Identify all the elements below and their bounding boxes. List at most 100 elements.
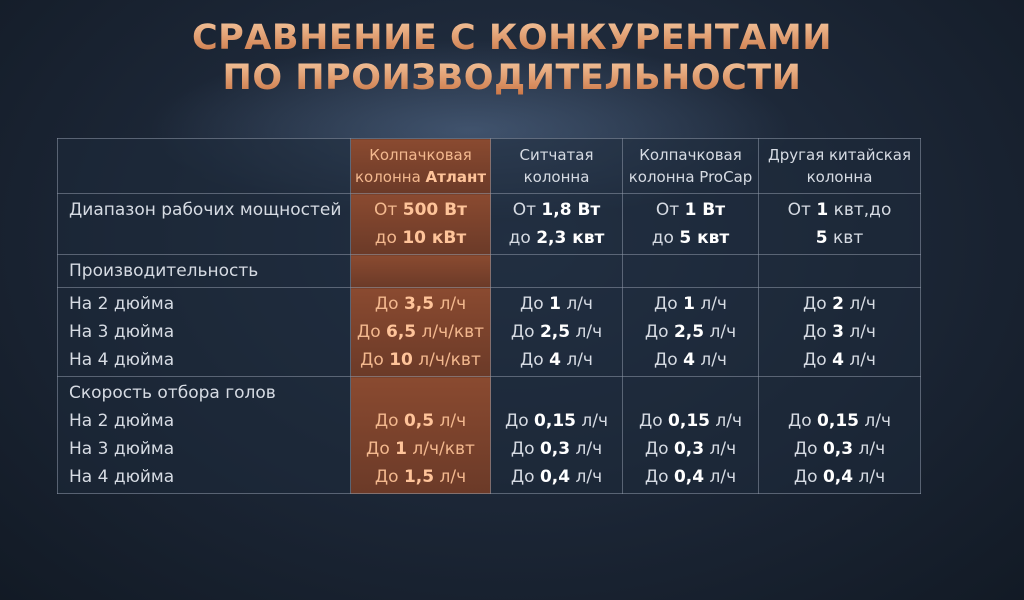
bold-text: 0,3 — [673, 439, 705, 459]
text: Ситчатая — [519, 146, 594, 164]
text: л/ч — [843, 294, 876, 314]
text: квт — [827, 228, 864, 248]
text: л/ч — [704, 467, 737, 487]
text: До — [803, 294, 833, 314]
cell-line: До 4 л/ч — [759, 346, 920, 374]
cell-line: До 3 л/ч — [759, 318, 920, 346]
cell-line: До 2,5 л/ч — [491, 318, 622, 346]
text: До — [793, 439, 823, 459]
bold-text: 0,15 — [534, 411, 576, 431]
text: До — [654, 294, 684, 314]
text: До — [366, 439, 396, 459]
cell-line: От 1,8 Вт — [491, 196, 622, 224]
cell-line: Другая китайская — [759, 144, 920, 166]
text: л/ч — [694, 294, 727, 314]
value-cell: До 0,5 л/ч До 1 л/ч/квт До 1,5 л/ч — [350, 376, 491, 494]
text: До — [356, 322, 386, 342]
table-row: Производительность — [57, 254, 921, 288]
header-row: Колпачковая колонна Атлант Ситчатая колонна… — [57, 138, 921, 194]
text: На 2 дюйма — [69, 294, 175, 314]
bold-text: 2,5 — [673, 322, 705, 342]
bold-text: 1 — [549, 294, 561, 314]
comparison-table: Колпачковая колонна Атлант Ситчатая колонна… — [57, 138, 921, 494]
bold-text: 1,5 — [403, 467, 435, 487]
text: л/ч — [843, 322, 876, 342]
cell-line: До 0,15 л/ч — [759, 407, 920, 435]
text: До — [803, 322, 833, 342]
bold-text: 5 квт — [679, 228, 730, 248]
bold-text: Атлант — [425, 168, 487, 186]
value-cell: До 2 л/ч До 3 л/ч До 4 л/ч — [758, 287, 921, 377]
cell-line: До 2,5 л/ч — [623, 318, 758, 346]
cell-line: колонна Атлант — [351, 166, 490, 188]
text: До — [374, 411, 404, 431]
cell-line: До 1,5 л/ч — [351, 463, 490, 491]
text: л/ч — [570, 467, 603, 487]
cell-line: До 1 л/ч — [491, 290, 622, 318]
cell-line: До 0,4 л/ч — [623, 463, 758, 491]
cell-line: Колпачковая — [351, 144, 490, 166]
bold-text: 0,4 — [673, 467, 705, 487]
cell-line: От 1 Вт — [623, 196, 758, 224]
cell-line: До 4 л/ч — [623, 346, 758, 374]
cell-line: До 6,5 л/ч/квт — [351, 318, 490, 346]
table-row: Диапазон рабочих мощностей От 500 Вт до 10… — [57, 193, 921, 255]
text: Производительность — [69, 261, 259, 281]
text: На 4 дюйма — [69, 467, 175, 487]
text: л/ч — [853, 467, 886, 487]
cell-line: На 2 дюйма — [69, 407, 350, 435]
cell-line: До 0,4 л/ч — [491, 463, 622, 491]
cell-line: До 0,4 л/ч — [759, 463, 920, 491]
cell-line: До 0,3 л/ч — [759, 435, 920, 463]
cell-line: колонна ProCap — [623, 166, 758, 188]
value-cell: От 1,8 Вт до 2,3 квт — [490, 193, 623, 255]
bold-text: 1 — [816, 200, 829, 220]
text: На 3 дюйма — [69, 322, 175, 342]
cell-line: До 0,5 л/ч — [351, 407, 490, 435]
cell-line: На 4 дюйма — [69, 346, 350, 374]
text: До — [510, 467, 540, 487]
text: л/ч — [853, 439, 886, 459]
text: л/ч — [434, 467, 467, 487]
text: На 3 дюйма — [69, 439, 175, 459]
bold-text: 1,8 Вт — [541, 200, 601, 220]
text: л/ч — [576, 411, 609, 431]
text: Колпачковая — [369, 146, 472, 164]
value-cell: От 500 Вт до 10 кВт — [350, 193, 491, 255]
table-row: На 2 дюйма На 3 дюйма На 4 дюйма До 3,5 л/ч… — [57, 287, 921, 377]
text: Скорость отбора голов — [69, 383, 276, 403]
text: До — [644, 322, 674, 342]
value-cell: До 3,5 л/ч До 6,5 л/ч/квт До 10 л/ч/квт — [350, 287, 491, 377]
bold-text: 3,5 — [403, 294, 435, 314]
bold-text: 500 Вт — [402, 200, 467, 220]
cell-line: От 500 Вт — [351, 196, 490, 224]
header-cell: Колпачковая колонна ProCap — [622, 138, 759, 194]
value-cell: До 0,15 л/ч До 0,3 л/ч До 0,4 л/ч — [622, 376, 759, 494]
cell-line: До 2 л/ч — [759, 290, 920, 318]
bold-text: 0,3 — [822, 439, 854, 459]
value-cell — [350, 254, 491, 288]
cell-line: Ситчатая — [491, 144, 622, 166]
bold-text: 4 — [549, 350, 561, 370]
bold-text: 3 — [832, 322, 844, 342]
text: До — [803, 350, 833, 370]
row-label: Производительность — [57, 254, 351, 288]
cell-line: Производительность — [69, 257, 350, 285]
bold-text: 0,15 — [668, 411, 710, 431]
cell-line: до 10 кВт — [351, 224, 490, 252]
table-row: Скорость отбора голов На 2 дюйма На 3 дюйм… — [57, 376, 921, 494]
bold-text: 0,4 — [539, 467, 571, 487]
text: До — [510, 439, 540, 459]
cell-line: Диапазон рабочих мощностей — [69, 196, 350, 224]
text: л/ч — [570, 322, 603, 342]
text: До — [644, 467, 674, 487]
text: л/ч — [704, 439, 737, 459]
text: до — [651, 228, 680, 248]
cell-line: колонна — [759, 166, 920, 188]
cell-line: Колпачковая — [623, 144, 758, 166]
cell-line: До 10 л/ч/квт — [351, 346, 490, 374]
title-line: ПО ПРОИЗВОДИТЕЛЬНОСТИ — [0, 58, 1024, 98]
text: л/ч/квт — [406, 439, 475, 459]
cell-line: До 0,3 л/ч — [623, 435, 758, 463]
